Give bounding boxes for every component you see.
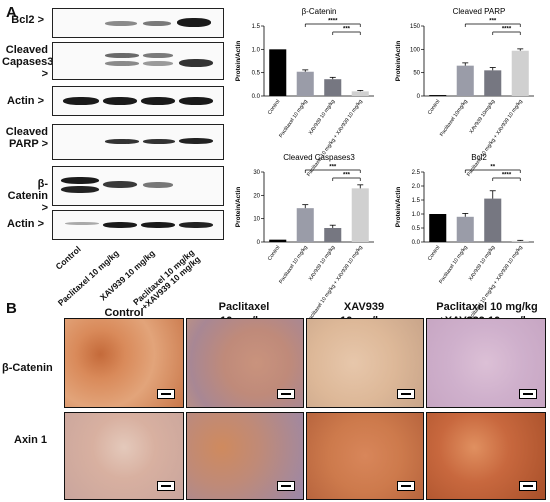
- x-tick-label: Paclitaxel 10mg/kg: [439, 99, 469, 138]
- blot-cleaved-caspase3: [52, 42, 224, 80]
- y-axis-label: Protein/Actin: [395, 187, 402, 227]
- bar: [324, 79, 342, 96]
- bar: [351, 91, 369, 96]
- ihc-image-combo-beta-catenin: [426, 318, 546, 408]
- bar: [296, 71, 314, 96]
- y-tick-label: 2.0: [412, 184, 421, 190]
- bar: [429, 95, 447, 96]
- y-tick-label: 1.0: [252, 47, 261, 53]
- y-tick-label: 20: [253, 193, 260, 199]
- blot-bcl2: [52, 8, 224, 38]
- x-tick-label: XAV939 10mg/kg: [469, 99, 497, 135]
- significance-label: ***: [343, 173, 351, 179]
- chart-beta-catenin: β-Catenin Protein/Actin 0.0 0.5 1.0 1.5 Contro…: [232, 4, 384, 178]
- x-tick-label: Paclitaxel 10 mg/kg: [278, 245, 309, 285]
- chart-title: Bcl2: [471, 153, 487, 162]
- y-tick-label: 0.0: [252, 94, 261, 100]
- y-tick-label: 150: [410, 24, 421, 30]
- y-axis-label: Protein/Actin: [235, 41, 242, 81]
- chart-title: Cleaved Caspases3: [283, 153, 355, 162]
- significance-label: **: [490, 165, 495, 171]
- x-tick-label: Control: [267, 245, 282, 262]
- ihc-image-combo-axin1: [426, 412, 546, 500]
- y-tick-label: 2.5: [412, 170, 421, 176]
- significance-label: ***: [489, 19, 497, 25]
- ihc-row-beta-catenin: β-Catenin: [2, 362, 53, 374]
- x-tick-label: XAV939 10 mg/kg: [468, 245, 497, 282]
- ihc-image-xav939-axin1: [306, 412, 424, 500]
- blot-label-cleaved-parp: Cleaved PARP >: [5, 126, 48, 150]
- significance-label: ****: [328, 19, 338, 25]
- x-tick-label: XAV939 10 mg/kg: [308, 245, 337, 282]
- lane-label-control: Control: [53, 244, 83, 272]
- x-tick-label: Paclitaxel 10 mg/kg: [278, 99, 309, 139]
- y-tick-label: 1.0: [412, 212, 421, 218]
- y-tick-label: 100: [410, 47, 421, 53]
- blot-actin-1: [52, 86, 224, 116]
- y-axis-label: Protein/Actin: [235, 187, 242, 227]
- bar: [269, 239, 287, 242]
- chart-bcl2: Bcl2 Protein/Actin 0.0 0.5 1.0 1.5 2.0 2.5 Contr…: [392, 150, 544, 324]
- significance-label: ****: [502, 27, 512, 33]
- bar: [324, 228, 342, 242]
- ihc-panel: Control Paclitaxel 10 mg/kg XAV939 10 mg…: [0, 300, 550, 502]
- ihc-image-xav939-beta-catenin: [306, 318, 424, 408]
- blot-label-cleaved-caspase3: Cleaved Capases3 >: [2, 44, 54, 80]
- ihc-row-axin1: Axin 1: [14, 434, 48, 446]
- chart-title: Cleaved PARP: [453, 7, 506, 16]
- bar: [296, 208, 314, 242]
- bar: [429, 214, 447, 242]
- bar: [269, 49, 287, 96]
- y-tick-label: 0.5: [412, 226, 421, 232]
- x-tick-label: Paclitaxel 10 mg/kg: [438, 245, 469, 285]
- chart-title: β-Catenin: [302, 7, 337, 16]
- ihc-image-paclitaxel-axin1: [186, 412, 304, 500]
- y-tick-label: 1.5: [412, 198, 421, 204]
- chart-cleaved-caspase3: Cleaved Caspases3 Protein/Actin 0 10 20 30 Con…: [232, 150, 384, 324]
- bar: [484, 70, 502, 96]
- x-tick-label: XAV939 10 mg/kg: [308, 99, 337, 136]
- blot-label-bcl2: Bcl2 >: [11, 14, 44, 26]
- ihc-image-paclitaxel-beta-catenin: [186, 318, 304, 408]
- blot-label-actin-2: Actin >: [7, 218, 44, 230]
- ihc-image-control-axin1: [64, 412, 184, 500]
- y-tick-label: 0.0: [412, 240, 421, 246]
- y-tick-label: 0: [417, 94, 421, 100]
- y-tick-label: 50: [413, 71, 420, 77]
- y-axis-label: Protein/Actin: [395, 41, 402, 81]
- bar: [456, 216, 474, 242]
- blot-actin-2: [52, 210, 224, 240]
- bar: [511, 240, 529, 242]
- y-tick-label: 10: [253, 217, 260, 223]
- ihc-image-control-beta-catenin: [64, 318, 184, 408]
- chart-cleaved-parp: Cleaved PARP Protein/Actin 0 50 100 150 Contro…: [392, 4, 544, 178]
- blot-label-actin-1: Actin >: [7, 95, 44, 107]
- blot-label-beta-catenin: β-Catenin >: [7, 178, 48, 214]
- y-tick-label: 0.5: [252, 71, 261, 77]
- blot-beta-catenin: [52, 166, 224, 206]
- bar: [456, 65, 474, 96]
- y-tick-label: 30: [253, 170, 260, 176]
- panel-a-letter: A: [6, 4, 17, 21]
- blot-cleaved-parp: [52, 124, 224, 160]
- y-tick-label: 0: [257, 240, 261, 246]
- western-blot-panel: Bcl2 > Cleaved Capases3 > Actin > Cleave…: [2, 8, 224, 312]
- bar: [351, 188, 369, 242]
- x-tick-label: Control: [267, 99, 282, 116]
- x-tick-label: Control: [427, 245, 442, 262]
- bar: [484, 198, 502, 242]
- x-tick-label: Control: [427, 99, 442, 116]
- significance-label: ***: [329, 165, 337, 171]
- ihc-col-control: Control: [104, 307, 144, 319]
- bar: [511, 50, 529, 96]
- y-tick-label: 1.5: [252, 24, 261, 30]
- significance-label: ***: [343, 27, 351, 33]
- panel-b-letter: B: [6, 300, 17, 317]
- significance-label: ****: [502, 173, 512, 179]
